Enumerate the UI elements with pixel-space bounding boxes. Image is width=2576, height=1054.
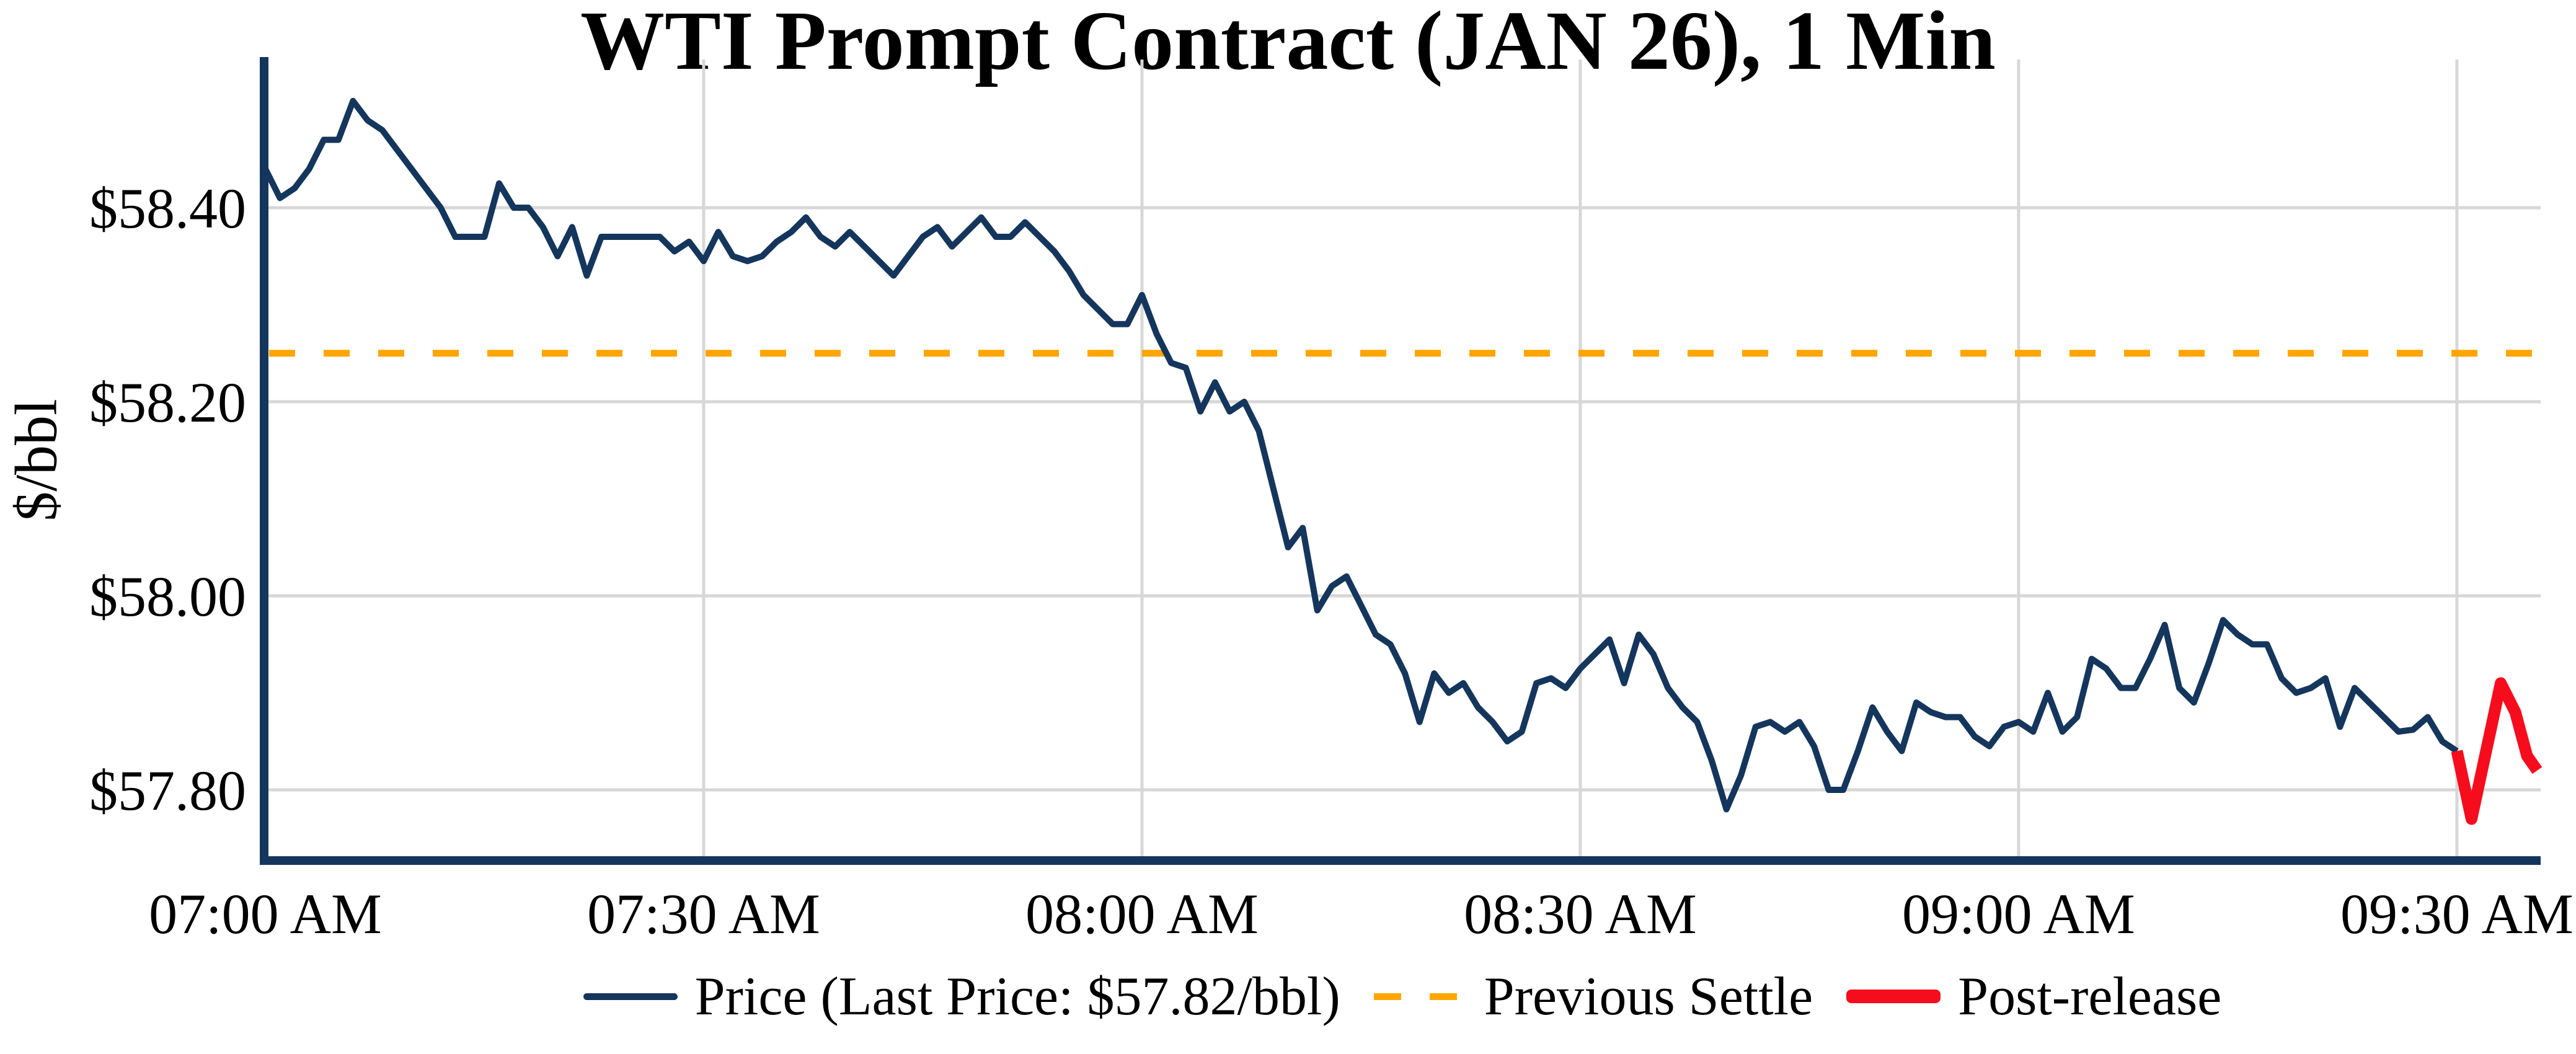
legend-label-previous-settle: Previous Settle [1484,966,1813,1027]
y-tick-label-1: $58.00 [89,565,246,628]
x-tick-label-1: 07:30 AM [587,882,820,946]
legend-item-price: Price (Last Price: $57.82/bbl) [583,965,1340,1028]
settle-dashed-swatch-icon [1373,993,1467,1000]
x-tick-label-0: 07:00 AM [149,882,382,946]
x-tick-label-4: 09:00 AM [1902,882,2135,946]
x-tick-label-3: 08:30 AM [1464,882,1697,946]
legend-item-post-release: Post-release [1846,965,2221,1028]
y-tick-label-2: $58.20 [89,371,246,434]
x-tick-label-2: 08:00 AM [1025,882,1259,946]
legend-label-post-release: Post-release [1958,966,2222,1027]
legend-item-previous-settle: Previous Settle [1373,965,1813,1028]
chart-title: WTI Prompt Contract (JAN 26), 1 Min [580,0,1996,87]
y-tick-label-0: $57.80 [89,759,246,822]
y-tick-label-3: $58.40 [89,177,246,240]
legend: Price (Last Price: $57.82/bbl) Previous … [264,962,2541,1030]
x-tick-label-5: 09:30 AM [2340,882,2574,946]
legend-label-price: Price (Last Price: $57.82/bbl) [694,966,1340,1027]
price-line [262,97,2459,813]
post-release-swatch-icon [1846,990,1941,1003]
price-line-swatch-icon [583,993,678,1000]
post-release-line [2451,677,2543,825]
